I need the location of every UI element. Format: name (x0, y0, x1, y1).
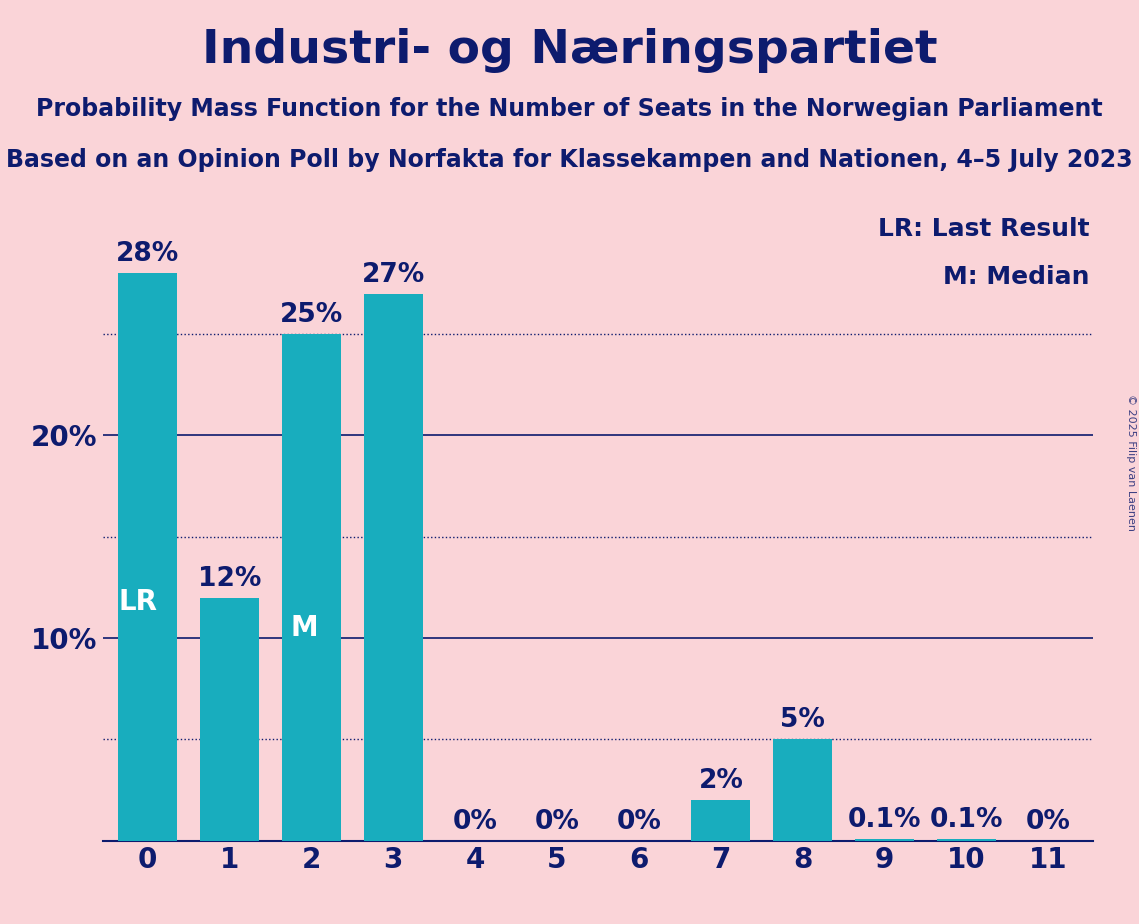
Text: 25%: 25% (280, 302, 343, 328)
Text: LR: Last Result: LR: Last Result (878, 216, 1089, 240)
Bar (773, 739, 833, 841)
Text: 2%: 2% (698, 768, 744, 795)
Text: © 2025 Filip van Laenen: © 2025 Filip van Laenen (1126, 394, 1136, 530)
Bar (363, 294, 423, 841)
Bar (200, 598, 259, 841)
Text: 28%: 28% (116, 241, 179, 267)
Text: 5%: 5% (780, 708, 825, 734)
Bar (937, 839, 995, 841)
Bar (281, 334, 341, 841)
Text: 27%: 27% (361, 261, 425, 287)
Text: 0%: 0% (534, 808, 580, 834)
Text: 0%: 0% (616, 808, 662, 834)
Text: 0%: 0% (452, 808, 498, 834)
Text: Probability Mass Function for the Number of Seats in the Norwegian Parliament: Probability Mass Function for the Number… (36, 97, 1103, 121)
Text: 0.1%: 0.1% (929, 807, 1003, 833)
Text: M: M (290, 614, 319, 642)
Bar (118, 274, 177, 841)
Text: 12%: 12% (198, 565, 261, 591)
Text: M: Median: M: Median (943, 265, 1089, 289)
Text: 0.1%: 0.1% (847, 807, 921, 833)
Text: Industri- og Næringspartiet: Industri- og Næringspartiet (202, 28, 937, 73)
Bar (855, 839, 915, 841)
Text: Based on an Opinion Poll by Norfakta for Klassekampen and Nationen, 4–5 July 202: Based on an Opinion Poll by Norfakta for… (6, 148, 1133, 172)
Text: LR: LR (118, 589, 157, 616)
Bar (691, 800, 751, 841)
Text: 0%: 0% (1026, 808, 1071, 834)
